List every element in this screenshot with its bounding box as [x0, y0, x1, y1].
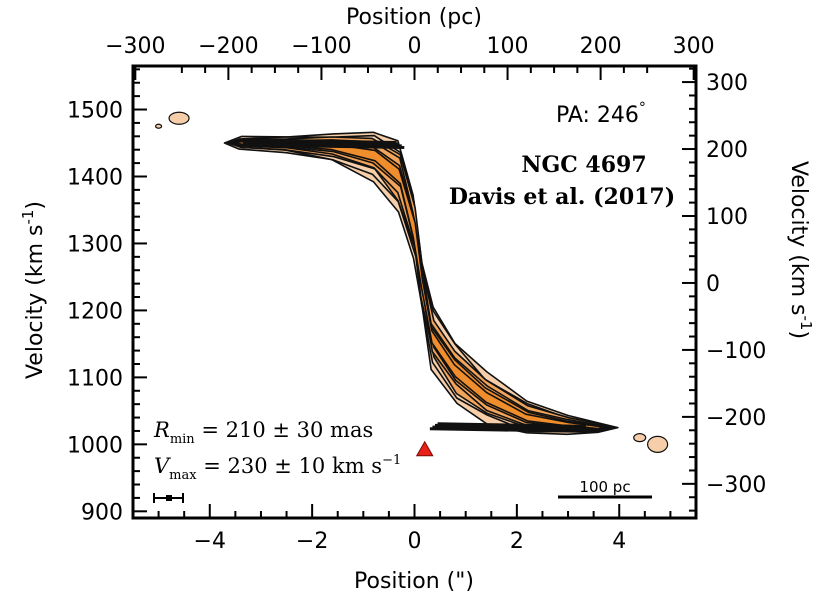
y-axis-label-right: Velocity (km s-1) — [786, 161, 815, 339]
y-tick-label-left: 1300 — [67, 232, 123, 257]
x-tick-label-top: 300 — [673, 34, 715, 59]
x-tick-label-top: 100 — [487, 34, 529, 59]
x-tick-label-top: 200 — [580, 34, 622, 59]
y-tick-label-right: −100 — [706, 339, 766, 364]
emission-blob — [633, 433, 647, 443]
horn-high-velocity-stroke — [240, 143, 405, 150]
emission-blob — [168, 111, 190, 125]
horn-low-velocity-stroke — [437, 422, 586, 428]
y-tick-label-left: 1500 — [67, 99, 123, 124]
scale-bar: 100 pc — [558, 478, 652, 499]
rmin-annotation: Rmin = 210 ± 30 mas — [153, 418, 373, 447]
x-tick-label-bottom: −2 — [296, 529, 328, 554]
y-tick-label-left: 900 — [81, 500, 123, 525]
x-axis-label-bottom: Position (") — [354, 569, 474, 594]
x-tick-label-bottom: 2 — [510, 529, 524, 554]
pv-emission — [154, 111, 669, 453]
y-tick-label-left: 1400 — [67, 165, 123, 190]
y-tick-label-right: −200 — [706, 406, 766, 431]
x-tick-label-top: −100 — [291, 34, 351, 59]
contour-level-6 — [236, 140, 604, 430]
emission-blob — [154, 123, 163, 129]
contour-level-4 — [232, 139, 609, 431]
horn-high-velocity-stroke — [245, 140, 400, 146]
y-tick-label-left: 1000 — [67, 433, 123, 458]
horn-low-velocity-stroke — [434, 423, 589, 430]
emission-blob — [647, 435, 669, 453]
plot-frame — [131, 64, 698, 520]
y-tick-label-right: −300 — [706, 473, 766, 498]
axis-ticks — [133, 66, 696, 518]
pa-label: PA: 246° — [556, 100, 646, 128]
y-tick-label-right: 100 — [706, 205, 748, 230]
horn-high-velocity-stroke — [248, 138, 397, 145]
x-tick-label-bottom: 4 — [612, 529, 626, 554]
x-tick-label-bottom: 0 — [408, 529, 422, 554]
horn-low-velocity-stroke — [432, 425, 592, 432]
y-axis-label-left: Velocity (km s-1) — [19, 201, 48, 379]
y-tick-label-right: 0 — [706, 272, 720, 297]
horn-low-velocity-stroke — [429, 427, 594, 433]
tick-labels: −4 −2 0 2 4−300 −200 −100 0 100 200 30090010001100… — [67, 34, 766, 554]
contour-level-5 — [234, 140, 606, 430]
y-tick-label-right: 300 — [706, 71, 748, 96]
x-tick-label-top: −300 — [105, 34, 165, 59]
y-tick-label-left: 1100 — [67, 366, 123, 391]
x-tick-label-bottom: −4 — [194, 529, 226, 554]
x-axis-label-top: Position (pc) — [346, 5, 482, 30]
object-name: NGC 4697 — [521, 152, 646, 178]
y-tick-label-right: 200 — [706, 138, 748, 163]
minimum-radius-marker — [415, 440, 434, 457]
reference-label: Davis et al. (2017) — [449, 184, 675, 210]
beam-errorbar — [153, 493, 184, 503]
y-tick-label-left: 1200 — [67, 299, 123, 324]
x-tick-label-top: −200 — [198, 34, 258, 59]
x-tick-label-top: 0 — [408, 34, 422, 59]
scale-bar-label: 100 pc — [579, 478, 630, 496]
vmax-annotation: Vmax = 230 ± 10 km s−1 — [154, 453, 401, 483]
horn-high-velocity-stroke — [243, 141, 402, 148]
